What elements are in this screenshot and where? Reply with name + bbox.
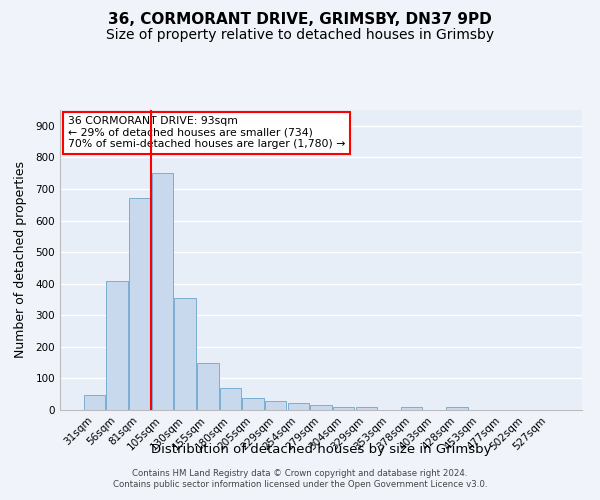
Bar <box>287 403 309 410</box>
Text: Distribution of detached houses by size in Grimsby: Distribution of detached houses by size … <box>151 442 491 456</box>
Bar <box>242 398 264 410</box>
Text: Size of property relative to detached houses in Grimsby: Size of property relative to detached ho… <box>106 28 494 42</box>
Text: Contains HM Land Registry data © Crown copyright and database right 2024.: Contains HM Land Registry data © Crown c… <box>132 468 468 477</box>
Bar <box>356 408 377 410</box>
Bar <box>197 364 218 410</box>
Text: 36 CORMORANT DRIVE: 93sqm
← 29% of detached houses are smaller (734)
70% of semi: 36 CORMORANT DRIVE: 93sqm ← 29% of detac… <box>68 116 345 149</box>
Bar <box>152 173 173 410</box>
Bar <box>333 407 355 410</box>
Bar <box>175 298 196 410</box>
Bar <box>265 400 286 410</box>
Bar <box>129 198 151 410</box>
Bar <box>220 388 241 410</box>
Text: 36, CORMORANT DRIVE, GRIMSBY, DN37 9PD: 36, CORMORANT DRIVE, GRIMSBY, DN37 9PD <box>108 12 492 28</box>
Bar <box>401 408 422 410</box>
Bar <box>446 407 467 410</box>
Bar <box>84 395 105 410</box>
Text: Contains public sector information licensed under the Open Government Licence v3: Contains public sector information licen… <box>113 480 487 489</box>
Bar <box>106 280 128 410</box>
Y-axis label: Number of detached properties: Number of detached properties <box>14 162 27 358</box>
Bar <box>310 406 332 410</box>
